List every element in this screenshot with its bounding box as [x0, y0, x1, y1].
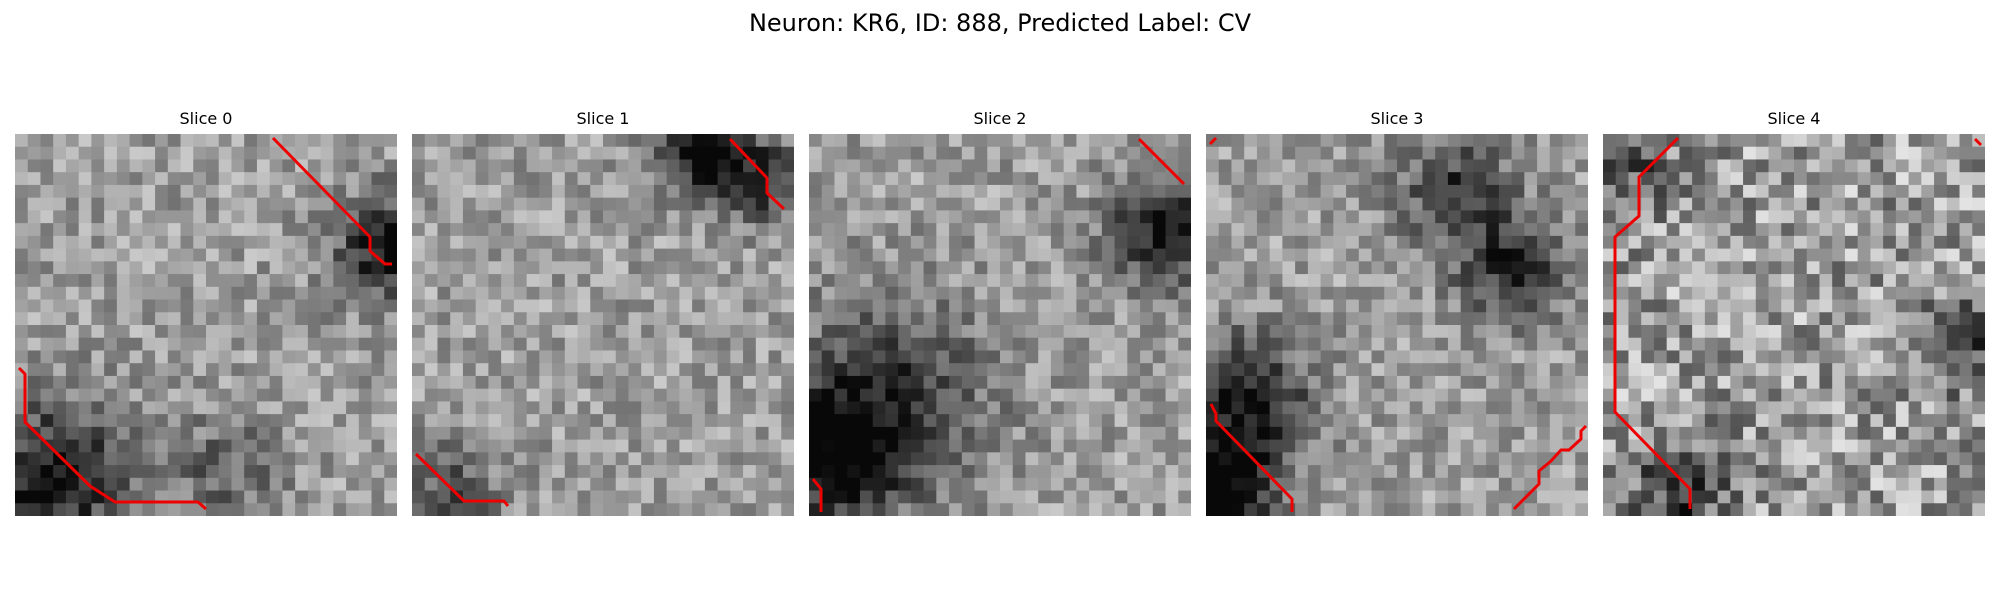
slice-0-contour-bottom-left	[17, 366, 207, 511]
slice-2-contour-bottom-left	[811, 478, 823, 512]
slice-4-image	[1603, 134, 1985, 516]
slice-4-contour-top-right	[1973, 137, 1983, 147]
slice-3-image	[1206, 134, 1588, 516]
slice-4-contour-top-left	[1613, 136, 1692, 509]
slice-1-title: Slice 1	[576, 109, 630, 128]
slice-3-contour-bottom-right	[1512, 424, 1588, 511]
slice-3-contour-top-left	[1208, 136, 1218, 146]
figure-title: Neuron: KR6, ID: 888, Predicted Label: C…	[748, 9, 1252, 37]
slice-0-contour-top-right	[271, 136, 392, 266]
slice-1-image	[412, 134, 794, 516]
slice-1-contour-top-right	[728, 137, 786, 211]
slice-3-contour-bottom-left	[1209, 403, 1294, 512]
slice-0-title: Slice 0	[179, 109, 233, 128]
slice-3-title: Slice 3	[1370, 109, 1424, 128]
slice-1-contour-bottom-left	[414, 452, 510, 507]
slice-2-title: Slice 2	[973, 109, 1027, 128]
slice-2-contour-top-right	[1137, 137, 1186, 186]
slice-0-image	[15, 134, 397, 516]
slice-4-title: Slice 4	[1767, 109, 1821, 128]
slice-2-image	[809, 134, 1191, 516]
